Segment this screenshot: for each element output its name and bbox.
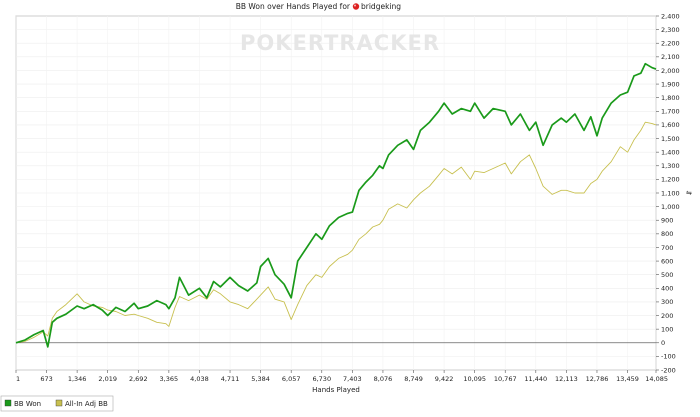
y-tick-label: 2,300 [661,26,680,34]
player-icon [352,3,360,10]
y-tick-label: 900 [661,217,673,225]
x-tick-label: 13,459 [616,375,639,383]
x-tick-label: 11,440 [524,375,547,383]
y-tick-label: 2,400 [661,12,680,20]
y-tick-label: 1,700 [661,108,680,116]
y-tick-label: 1,400 [661,148,680,156]
y-tick-label: 700 [661,244,673,252]
y-axis: -200 -100 0 100 200 300 400 500 600 700 800 900 1,00… [656,12,680,374]
y-tick-label: 1,900 [661,80,680,88]
x-tick-label: 6,730 [312,375,331,383]
series-layer [15,62,657,348]
legend-swatch-all-in-adj-bb [55,399,63,407]
y-tick-label: 800 [661,230,673,238]
x-axis-label: Hands Played [312,386,360,394]
legend: BB Won All-In Adj BB [0,395,114,412]
x-tick-label: 6,057 [282,375,301,383]
gridlines [15,15,657,371]
y-tick-label: 1,800 [661,94,680,102]
x-tick-label: 1,346 [68,375,87,383]
y-tick-label: 1,100 [661,189,680,197]
y-tick-label: -200 [661,366,676,374]
y-tick-label: 200 [661,312,673,320]
x-tick-label: 4,711 [221,375,240,383]
x-tick-label: 9,422 [435,375,454,383]
y-tick-label: 2,100 [661,53,680,61]
legend-label-all-in-adj-bb: All-In Adj BB [65,400,108,408]
series-line-all-in-adj-bb [15,121,657,344]
y-tick-label: 2,200 [661,40,680,48]
x-tick-label: 3,365 [160,375,179,383]
x-tick-label: 10,095 [463,375,486,383]
x-tick-label: 5,384 [251,375,270,383]
legend-item-all-in-adj-bb[interactable]: All-In Adj BB [55,399,108,408]
title-text: BB Won over Hands Played for [236,2,351,11]
legend-swatch-bb-won [4,399,12,407]
x-tick-label: 10,767 [494,375,517,383]
x-tick-label: 2,019 [98,375,117,383]
x-tick-label: 14,085 [645,375,668,383]
y-tick-label: 600 [661,257,673,265]
y-tick-label: 500 [661,271,673,279]
chart-title: BB Won over Hands Played for bridgeking [236,2,401,11]
series-line-bb-won [15,62,657,348]
watermark: POKERTRACKER [240,31,440,55]
y-tick-label: 1,000 [661,203,680,211]
y-tick-label: 400 [661,285,673,293]
player-name: bridgeking [361,2,401,11]
y-tick-label: 1,300 [661,162,680,170]
x-tick-label: 12,113 [555,375,578,383]
x-tick-label: 1 [16,375,20,383]
legend-item-bb-won[interactable]: BB Won [4,399,41,408]
x-tick-label: 4,038 [190,375,209,383]
y-tick-label: 1,500 [661,135,680,143]
y-tick-label: -100 [661,353,676,361]
x-tick-label: 8,076 [374,375,393,383]
y-tick-label: 0 [661,339,665,347]
y-tick-label: 300 [661,298,673,306]
x-tick-label: 673 [40,375,52,383]
x-tick-label: 2,692 [129,375,148,383]
legend-label-bb-won: BB Won [14,400,41,408]
y-tick-label: 1,200 [661,176,680,184]
x-tick-label: 12,786 [586,375,609,383]
axis-arrow-icon: ⇋ [686,189,692,197]
y-tick-label: 100 [661,325,673,333]
x-axis: 1 673 1,346 2,019 2,692 3,365 4,038 4,711 5,384 6… [15,370,668,383]
y-tick-label: 1,600 [661,121,680,129]
x-tick-label: 8,749 [404,375,423,383]
x-tick-label: 7,403 [343,375,362,383]
y-tick-label: 2,000 [661,67,680,75]
